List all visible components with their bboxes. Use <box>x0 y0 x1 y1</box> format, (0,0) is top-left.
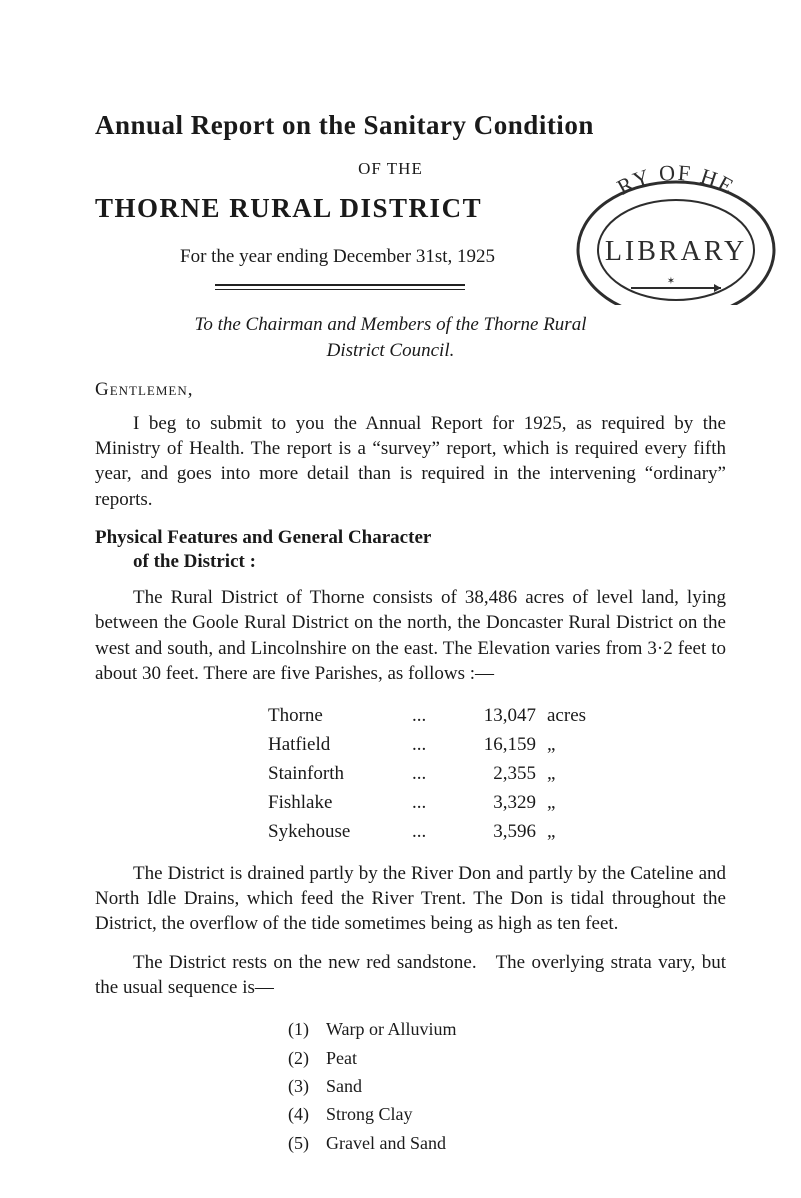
ditto-mark: „ <box>539 731 587 758</box>
drainage-paragraph: The District is drained partly by the Ri… <box>95 861 726 936</box>
library-stamp: RY OF HE LIBRARY ✶ <box>571 160 781 305</box>
parish-name: Sykehouse <box>267 818 409 845</box>
list-label: Strong Clay <box>325 1101 458 1127</box>
main-title: Annual Report on the Sanitary Condition <box>95 110 726 141</box>
list-number: (5) <box>287 1130 323 1156</box>
table-row: Sykehouse ... 3,596 „ <box>267 818 587 845</box>
parish-name: Stainforth <box>267 760 409 787</box>
parish-acreage-table: Thorne ... 13,047 acres Hatfield ... 16,… <box>265 700 589 847</box>
divider-rule <box>215 284 465 290</box>
list-item: (3) Sand <box>287 1073 458 1099</box>
table-row: Thorne ... 13,047 acres <box>267 702 587 729</box>
ditto-mark: „ <box>539 818 587 845</box>
table-row: Fishlake ... 3,329 „ <box>267 789 587 816</box>
list-item: (1) Warp or Alluvium <box>287 1016 458 1042</box>
table-row: Stainforth ... 2,355 „ <box>267 760 587 787</box>
ditto-mark: „ <box>539 789 587 816</box>
parish-acres: 3,329 <box>455 789 537 816</box>
to-line-2: District Council. <box>327 340 455 361</box>
parish-acres: 16,159 <box>455 731 537 758</box>
section-heading: Physical Features and General Character <box>95 526 726 550</box>
document-page: Annual Report on the Sanitary Condition … <box>0 0 801 1198</box>
district-subtitle: THORNE RURAL DISTRICT <box>95 193 726 224</box>
list-item: (4) Strong Clay <box>287 1101 458 1127</box>
list-number: (4) <box>287 1101 323 1127</box>
ellipsis: ... <box>411 731 453 758</box>
list-number: (1) <box>287 1016 323 1042</box>
ellipsis: ... <box>411 818 453 845</box>
list-item: (2) Peat <box>287 1045 458 1071</box>
ellipsis: ... <box>411 789 453 816</box>
list-label: Warp or Alluvium <box>325 1016 458 1042</box>
year-line: For the year ending December 31st, 1925 <box>180 246 726 268</box>
strata-list: (1) Warp or Alluvium (2) Peat (3) Sand (… <box>285 1014 460 1157</box>
list-label: Peat <box>325 1045 458 1071</box>
parish-acres: 13,047 <box>455 702 537 729</box>
list-label: Gravel and Sand <box>325 1130 458 1156</box>
list-item: (5) Gravel and Sand <box>287 1130 458 1156</box>
stamp-icon: RY OF HE LIBRARY ✶ <box>571 160 781 305</box>
list-label: Sand <box>325 1073 458 1099</box>
list-number: (2) <box>287 1045 323 1071</box>
ditto-mark: „ <box>539 760 587 787</box>
of-the-label: OF THE <box>55 159 726 179</box>
acres-unit: acres <box>539 702 587 729</box>
ellipsis: ... <box>411 702 453 729</box>
parish-acres: 3,596 <box>455 818 537 845</box>
section-heading-sub: of the District : <box>133 551 726 573</box>
parish-name: Thorne <box>267 702 409 729</box>
salutation: Gentlemen, <box>95 379 726 401</box>
features-paragraph: The Rural District of Thorne consists of… <box>95 585 726 685</box>
table-row: Hatfield ... 16,159 „ <box>267 731 587 758</box>
svg-text:✶: ✶ <box>667 276 675 287</box>
geology-paragraph: The District rests on the new red sandst… <box>95 950 726 1000</box>
list-number: (3) <box>287 1073 323 1099</box>
parish-acres: 2,355 <box>455 760 537 787</box>
parish-name: Hatfield <box>267 731 409 758</box>
addressee-block: To the Chairman and Members of the Thorn… <box>95 312 726 363</box>
parish-name: Fishlake <box>267 789 409 816</box>
intro-paragraph: I beg to submit to you the Annual Report… <box>95 411 726 511</box>
ellipsis: ... <box>411 760 453 787</box>
to-line-1: To the Chairman and Members of the Thorn… <box>195 314 587 335</box>
